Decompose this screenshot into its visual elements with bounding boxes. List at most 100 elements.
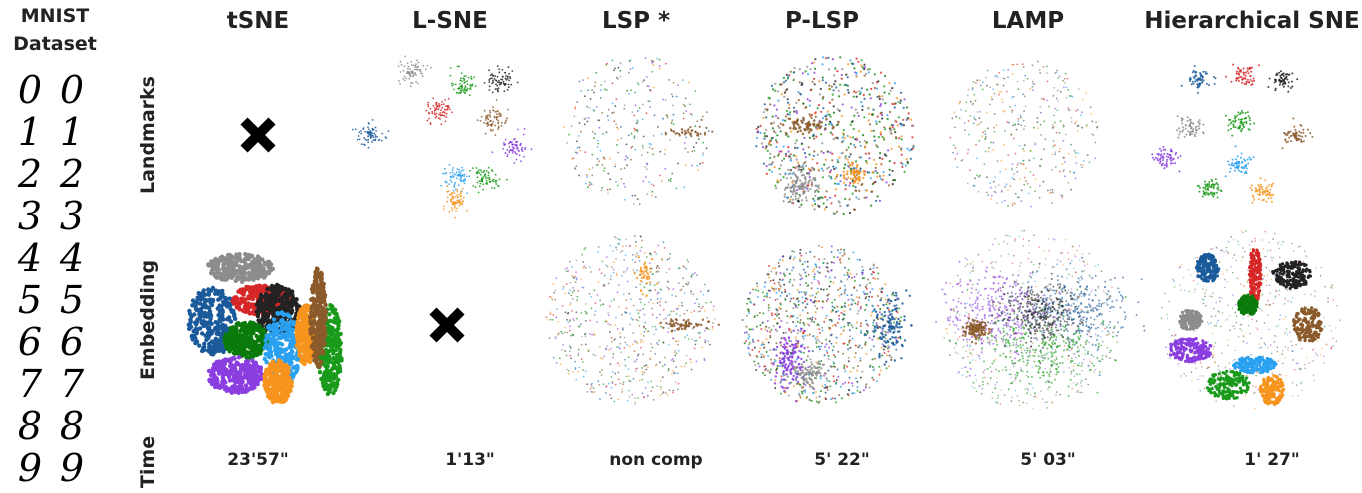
point-cloud	[850, 168, 852, 170]
point	[491, 82, 493, 84]
point-cloud	[1039, 72, 1041, 74]
point-cloud	[607, 173, 609, 175]
point-cloud	[662, 118, 664, 120]
point	[1042, 98, 1044, 100]
point-cloud	[596, 106, 598, 108]
point	[432, 105, 434, 107]
point	[689, 104, 691, 106]
point-cloud	[645, 176, 647, 178]
point	[897, 101, 899, 103]
point	[626, 144, 628, 146]
digit: 9	[18, 446, 42, 490]
point	[881, 114, 883, 116]
point-cloud	[883, 91, 885, 93]
point	[483, 122, 485, 124]
point	[508, 66, 510, 68]
point	[1056, 132, 1058, 134]
point	[811, 167, 813, 169]
point-cloud	[840, 174, 842, 176]
point	[494, 117, 496, 119]
point	[633, 137, 635, 139]
point	[623, 183, 625, 185]
point	[1193, 76, 1195, 78]
point-cloud	[616, 77, 618, 79]
point-cloud	[824, 196, 826, 198]
point	[518, 150, 520, 152]
point	[600, 89, 602, 91]
point	[854, 146, 856, 148]
point	[507, 78, 509, 80]
point	[469, 175, 471, 177]
point	[1243, 72, 1245, 74]
point	[785, 153, 787, 155]
point	[813, 200, 815, 202]
point	[1024, 144, 1026, 146]
point-cloud	[862, 66, 864, 68]
point	[990, 142, 992, 144]
point-cloud	[593, 92, 595, 94]
point	[449, 211, 451, 213]
point	[403, 70, 405, 72]
point-cloud	[841, 74, 843, 76]
point	[1212, 196, 1214, 198]
point-cloud	[863, 94, 865, 96]
point-cloud	[763, 163, 765, 165]
point-cloud	[843, 167, 845, 169]
point	[1023, 120, 1025, 122]
point	[824, 115, 826, 117]
point	[825, 82, 827, 84]
point	[799, 186, 801, 188]
point-cloud	[831, 153, 833, 155]
point-cloud	[1020, 124, 1022, 126]
point-cloud	[683, 104, 685, 106]
point	[1034, 144, 1036, 146]
point-cloud	[1039, 197, 1041, 199]
point	[481, 116, 483, 118]
point-cloud	[690, 113, 692, 115]
point	[860, 71, 862, 73]
point	[803, 174, 805, 176]
point-cloud	[893, 128, 895, 130]
point-cloud	[1151, 146, 1181, 173]
point	[811, 185, 813, 187]
point	[853, 172, 855, 174]
point-cloud	[1051, 202, 1053, 204]
point-cloud	[825, 206, 827, 208]
point	[863, 64, 865, 66]
point-cloud	[862, 105, 864, 107]
point-cloud	[778, 168, 780, 170]
point	[822, 107, 824, 109]
point-cloud	[633, 137, 635, 139]
point	[1043, 148, 1045, 150]
point-cloud	[587, 121, 589, 123]
point-cloud	[702, 152, 704, 154]
point-cloud	[954, 127, 956, 129]
point	[430, 123, 432, 125]
point-cloud	[626, 164, 628, 166]
point-cloud	[607, 115, 609, 117]
point	[809, 176, 811, 178]
point	[780, 123, 782, 125]
point-cloud	[993, 181, 995, 183]
point-cloud	[987, 127, 989, 129]
point	[591, 175, 593, 177]
point-cloud	[824, 115, 826, 117]
point	[954, 127, 956, 129]
point	[659, 65, 661, 67]
point	[410, 71, 412, 73]
point-cloud	[566, 142, 568, 144]
point	[443, 103, 445, 105]
point-cloud	[575, 106, 577, 108]
point	[472, 85, 474, 87]
point	[841, 115, 843, 117]
point	[807, 182, 809, 184]
point-cloud	[602, 164, 604, 166]
point	[826, 199, 828, 201]
point	[776, 141, 778, 143]
point	[1022, 63, 1024, 65]
point-cloud	[888, 184, 890, 186]
point-cloud	[788, 104, 790, 106]
point	[642, 145, 644, 147]
point	[906, 106, 908, 108]
point	[857, 182, 859, 184]
